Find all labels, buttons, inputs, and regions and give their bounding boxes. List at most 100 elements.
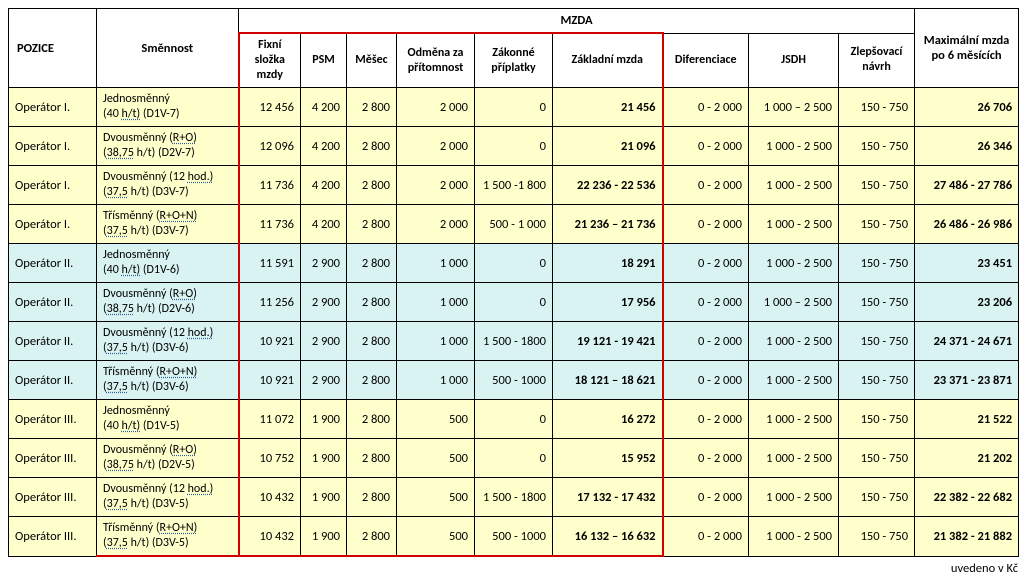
cell-zlep: 150 - 750 [839,478,915,517]
cell-fixni: 12 096 [239,127,301,166]
cell-smennost: Třísměnný (R+O+N)(37,5 h/t) (D3V-7) [97,205,239,244]
table-row: Operátor II.Jednosměnný(40 h/t) (D1V-6)1… [9,244,1019,283]
cell-odmena: 2 000 [397,127,475,166]
cell-zlep: 150 - 750 [839,361,915,400]
cell-zakladni: 15 952 [553,439,663,478]
cell-smennost: Jednosměnný(40 h/t) (D1V-5) [97,400,239,439]
cell-zakonne: 0 [475,88,553,127]
cell-smennost: Dvousměnný (R+O)(38,75 h/t) (D2V-5) [97,439,239,478]
cell-smennost: Dvousměnný (R+O)(38,75 h/t) (D2V-6) [97,283,239,322]
cell-zakonne: 500 - 1000 [475,517,553,557]
cell-max: 26 346 [915,127,1019,166]
table-row: Operátor III.Dvousměnný (R+O)(38,75 h/t)… [9,439,1019,478]
cell-pozice: Operátor I. [9,166,97,205]
table-row: Operátor I.Dvousměnný (R+O)(38,75 h/t) (… [9,127,1019,166]
cell-zakonne: 1 500 -1 800 [475,166,553,205]
cell-smennost: Dvousměnný (R+O)(38,75 h/t) (D2V-7) [97,127,239,166]
cell-zlep: 150 - 750 [839,439,915,478]
col-psm-header: PSM [301,33,347,88]
cell-zlep: 150 - 750 [839,517,915,557]
cell-zakonne: 0 [475,400,553,439]
cell-dif: 0 - 2 000 [663,322,749,361]
cell-odmena: 500 [397,400,475,439]
cell-psm: 4 200 [301,205,347,244]
cell-pozice: Operátor II. [9,361,97,400]
cell-jsdh: 1 000 – 2 500 [749,283,839,322]
cell-max: 24 371 - 24 671 [915,322,1019,361]
cell-odmena: 1 000 [397,322,475,361]
cell-smennost: Třísměnný (R+O+N)(37,5 h/t) (D3V-6) [97,361,239,400]
cell-max: 26 486 - 26 986 [915,205,1019,244]
cell-fixni: 10 432 [239,517,301,557]
cell-mesec: 2 800 [347,478,397,517]
cell-dif: 0 - 2 000 [663,166,749,205]
cell-fixni: 11 736 [239,205,301,244]
cell-psm: 2 900 [301,322,347,361]
cell-psm: 2 900 [301,283,347,322]
cell-max: 23 206 [915,283,1019,322]
cell-jsdh: 1 000 - 2 500 [749,322,839,361]
cell-zakladni: 18 121 – 18 621 [553,361,663,400]
cell-odmena: 1 000 [397,283,475,322]
cell-fixni: 11 736 [239,166,301,205]
cell-zakladni: 21 096 [553,127,663,166]
cell-zakladni: 16 272 [553,400,663,439]
cell-odmena: 500 [397,439,475,478]
cell-zakonne: 1 500 - 1800 [475,478,553,517]
cell-max: 26 706 [915,88,1019,127]
cell-dif: 0 - 2 000 [663,400,749,439]
cell-zakladni: 19 121 - 19 421 [553,322,663,361]
cell-jsdh: 1 000 - 2 500 [749,166,839,205]
col-smennost-header: Směnnost [97,9,239,88]
cell-max: 21 202 [915,439,1019,478]
cell-dif: 0 - 2 000 [663,88,749,127]
cell-psm: 1 900 [301,439,347,478]
cell-odmena: 1 000 [397,244,475,283]
table-row: Operátor III.Třísměnný (R+O+N)(37,5 h/t)… [9,517,1019,557]
cell-zakladni: 22 236 - 22 536 [553,166,663,205]
cell-jsdh: 1 000 - 2 500 [749,127,839,166]
cell-zakladni: 21 456 [553,88,663,127]
table-row: Operátor I.Dvousměnný (12 hod.)(37,5 h/t… [9,166,1019,205]
cell-mesec: 2 800 [347,361,397,400]
cell-psm: 2 900 [301,361,347,400]
cell-zlep: 150 - 750 [839,283,915,322]
cell-max: 22 382 - 22 682 [915,478,1019,517]
cell-odmena: 500 [397,478,475,517]
cell-dif: 0 - 2 000 [663,439,749,478]
cell-dif: 0 - 2 000 [663,127,749,166]
cell-dif: 0 - 2 000 [663,283,749,322]
table-row: Operátor I.Třísměnný (R+O+N)(37,5 h/t) (… [9,205,1019,244]
cell-pozice: Operátor I. [9,205,97,244]
cell-odmena: 2 000 [397,88,475,127]
cell-smennost: Dvousměnný (12 hod.)(37,5 h/t) (D3V-5) [97,478,239,517]
cell-psm: 2 900 [301,244,347,283]
cell-fixni: 11 591 [239,244,301,283]
col-odmena-header: Odměna za přítomnost [397,33,475,88]
cell-fixni: 12 456 [239,88,301,127]
cell-psm: 1 900 [301,517,347,557]
cell-fixni: 10 921 [239,361,301,400]
cell-pozice: Operátor I. [9,88,97,127]
cell-jsdh: 1 000 - 2 500 [749,205,839,244]
cell-smennost: Dvousměnný (12 hod.)(37,5 h/t) (D3V-6) [97,322,239,361]
cell-fixni: 11 072 [239,400,301,439]
cell-mesec: 2 800 [347,244,397,283]
cell-fixni: 10 752 [239,439,301,478]
cell-jsdh: 1 000 - 2 500 [749,361,839,400]
cell-max: 23 371 - 23 871 [915,361,1019,400]
table-row: Operátor II.Dvousměnný (R+O)(38,75 h/t) … [9,283,1019,322]
col-jsdh-header: JSDH [749,33,839,88]
cell-zakonne: 500 - 1000 [475,361,553,400]
table-row: Operátor I.Jednosměnný(40 h/t) (D1V-7)12… [9,88,1019,127]
cell-zakladni: 17 956 [553,283,663,322]
cell-odmena: 2 000 [397,205,475,244]
cell-pozice: Operátor III. [9,478,97,517]
cell-zakladni: 21 236 – 21 736 [553,205,663,244]
cell-psm: 1 900 [301,478,347,517]
cell-dif: 0 - 2 000 [663,244,749,283]
table-row: Operátor II.Třísměnný (R+O+N)(37,5 h/t) … [9,361,1019,400]
cell-pozice: Operátor III. [9,400,97,439]
cell-mesec: 2 800 [347,88,397,127]
footer-note: uvedeno v Kč [8,557,1022,576]
